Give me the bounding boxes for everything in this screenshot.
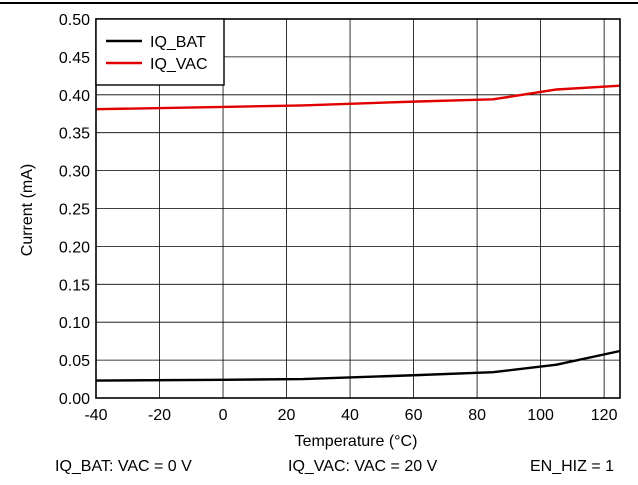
x-tick-label: -20 <box>148 407 171 424</box>
y-tick-label: 0.00 <box>59 391 90 408</box>
plot-border <box>95 18 621 399</box>
legend-label: IQ_BAT <box>150 34 206 51</box>
y-tick-label: 0.25 <box>59 202 90 219</box>
y-tick-label: 0.45 <box>59 50 90 67</box>
y-tick-label: 0.30 <box>59 164 90 181</box>
y-tick-label: 0.35 <box>59 126 90 143</box>
y-tick-label: 0.20 <box>59 239 90 256</box>
top-rule <box>0 2 638 4</box>
x-tick-label: 40 <box>341 407 359 424</box>
y-tick-label: 0.15 <box>59 277 90 294</box>
footer-note-iq-bat: IQ_BAT: VAC = 0 V <box>55 458 192 475</box>
tick-labels: -40 -20 0 20 40 60 80 100 120 0.00 0.05 0.10 0.15 0.2… <box>59 12 618 424</box>
series-line-iq-bat <box>95 349 621 382</box>
series-lines <box>95 84 621 382</box>
x-tick-label: 80 <box>468 407 486 424</box>
x-tick-label: 120 <box>591 407 618 424</box>
legend: IQ_BAT IQ_VAC <box>95 18 225 86</box>
y-tick-label: 0.40 <box>59 88 90 105</box>
legend-box <box>95 18 225 86</box>
x-tick-label: 20 <box>278 407 296 424</box>
legend-label: IQ_VAC <box>150 56 208 73</box>
series-line-iq-vac <box>95 84 621 111</box>
x-tick-label: 0 <box>219 407 228 424</box>
footer-note-iq-vac: IQ_VAC: VAC = 20 V <box>288 458 438 475</box>
x-axis-label: Temperature (°C) <box>295 433 418 450</box>
x-tick-label: 60 <box>405 407 423 424</box>
footer-note-en-hiz: EN_HIZ = 1 <box>530 458 615 475</box>
plot-frame <box>95 18 621 399</box>
y-tick-label: 0.10 <box>59 315 90 332</box>
y-tick-label: 0.50 <box>59 12 90 29</box>
y-tick-label: 0.05 <box>59 353 90 370</box>
y-axis-label: Current (mA) <box>19 164 36 256</box>
x-tick-label: 100 <box>527 407 554 424</box>
x-tick-label: -40 <box>84 407 107 424</box>
line-chart: -40 -20 0 20 40 60 80 100 120 0.00 0.05 0.10 0.15 0.2… <box>19 12 621 450</box>
